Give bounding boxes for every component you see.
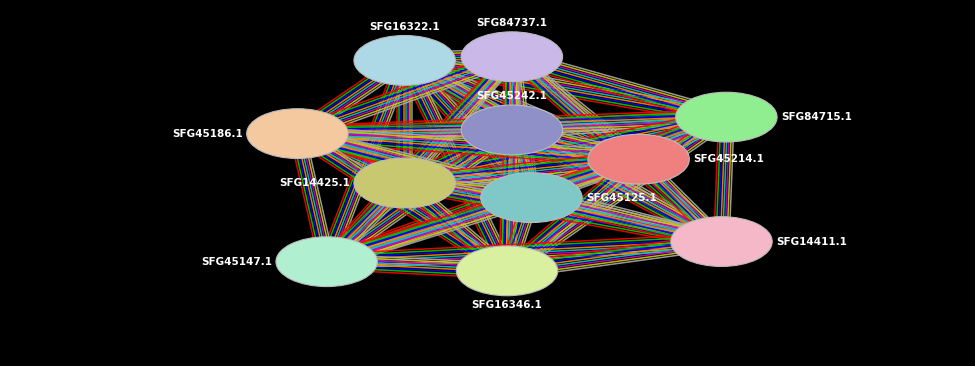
Text: SFG45186.1: SFG45186.1 <box>172 128 243 139</box>
Ellipse shape <box>676 92 777 142</box>
Ellipse shape <box>461 32 563 82</box>
Ellipse shape <box>588 134 689 184</box>
Text: SFG16346.1: SFG16346.1 <box>472 300 542 310</box>
Text: SFG14425.1: SFG14425.1 <box>279 178 350 188</box>
Ellipse shape <box>354 36 455 85</box>
Ellipse shape <box>671 217 772 266</box>
Ellipse shape <box>461 105 563 155</box>
Text: SFG84715.1: SFG84715.1 <box>781 112 852 122</box>
Ellipse shape <box>276 237 377 287</box>
Text: SFG45214.1: SFG45214.1 <box>693 154 764 164</box>
Text: SFG45242.1: SFG45242.1 <box>477 91 547 101</box>
Text: SFG45125.1: SFG45125.1 <box>586 193 657 203</box>
Ellipse shape <box>481 173 582 223</box>
Text: SFG84737.1: SFG84737.1 <box>477 18 547 28</box>
Text: SFG45147.1: SFG45147.1 <box>201 257 272 267</box>
Text: SFG14411.1: SFG14411.1 <box>776 236 847 247</box>
Ellipse shape <box>456 246 558 296</box>
Ellipse shape <box>247 109 348 158</box>
Text: SFG16322.1: SFG16322.1 <box>370 22 440 31</box>
Ellipse shape <box>354 158 455 208</box>
